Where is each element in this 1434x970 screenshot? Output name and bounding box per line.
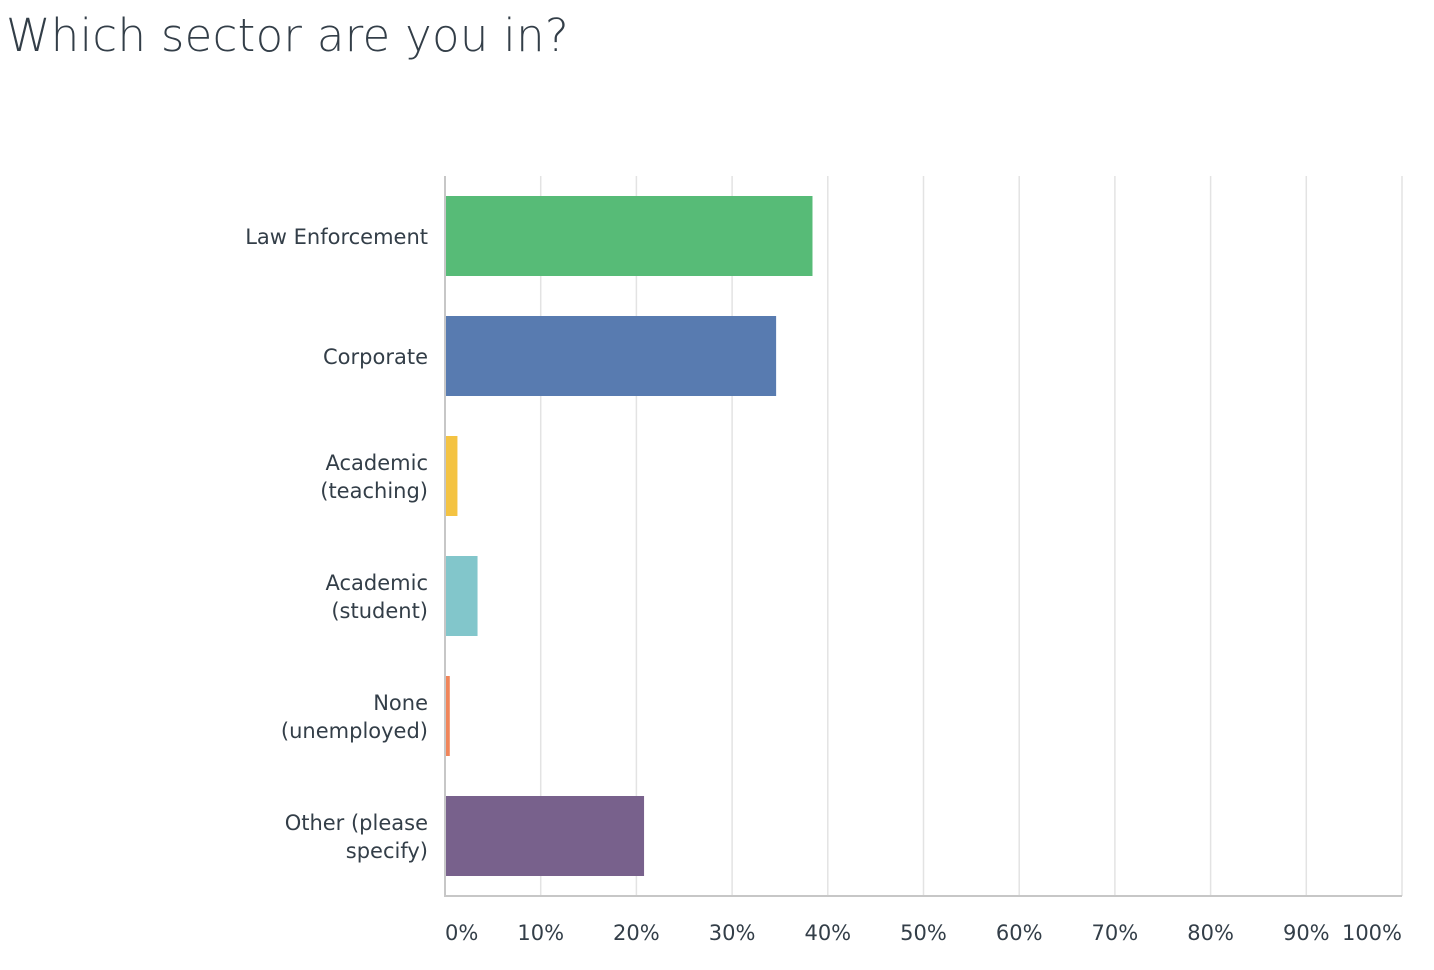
- category-label: Law Enforcement: [245, 225, 428, 249]
- axes: [444, 176, 1402, 897]
- x-tick-label: 20%: [613, 921, 660, 945]
- bar: [445, 676, 450, 756]
- x-tick-label: 80%: [1187, 921, 1234, 945]
- x-tick-label: 100%: [1342, 921, 1402, 945]
- tick-labels: 0% 10% 20% 30% 40% 50% 60% 70% 80% 90% 100%: [445, 921, 1402, 945]
- x-tick-label: 30%: [709, 921, 756, 945]
- gridlines: [539, 176, 1403, 896]
- category-labels: Law Enforcement Corporate Academic (teachin…: [245, 225, 428, 863]
- x-tick-label: 50%: [900, 921, 947, 945]
- x-tick-label: 10%: [517, 921, 564, 945]
- bar: [445, 316, 777, 396]
- category-label: Academic: [326, 451, 429, 475]
- category-label: (teaching): [320, 479, 428, 503]
- bar: [445, 556, 478, 636]
- x-tick-label: 0%: [445, 921, 478, 945]
- x-tick-label: 40%: [804, 921, 851, 945]
- category-label: (unemployed): [281, 719, 428, 743]
- bar: [445, 436, 458, 516]
- bar: [445, 796, 645, 876]
- bars: [445, 196, 813, 876]
- x-tick-label: 90%: [1283, 921, 1330, 945]
- category-label: Academic: [326, 571, 429, 595]
- category-label: Corporate: [323, 345, 428, 369]
- category-label: Other (please: [285, 811, 428, 835]
- category-label: None: [373, 691, 428, 715]
- category-label: specify): [346, 839, 428, 863]
- chart-title: Which sector are you in?: [6, 9, 570, 62]
- category-label: (student): [331, 599, 428, 623]
- bar: [445, 196, 813, 276]
- x-tick-label: 70%: [1092, 921, 1139, 945]
- x-tick-label: 60%: [996, 921, 1043, 945]
